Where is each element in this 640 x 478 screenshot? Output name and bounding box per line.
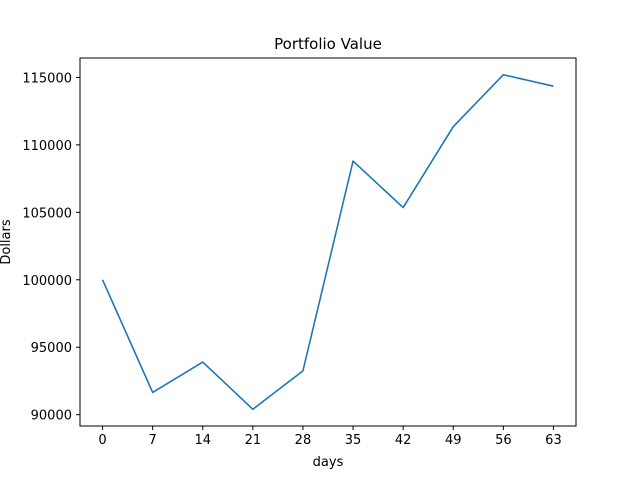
y-tick-label: 115000: [22, 71, 72, 86]
y-tick-label: 105000: [22, 206, 72, 221]
x-tick-label: 28: [295, 433, 312, 448]
y-axis: 90000 95000 100000 105000 110000 115000: [22, 71, 80, 424]
y-tick-label: 100000: [22, 274, 72, 289]
series-line-0: [101, 73, 554, 411]
chart-title: Portfolio Value: [274, 35, 382, 53]
x-axis: 0 7 14 21 28 35 42 49 56 63: [98, 426, 562, 448]
y-tick-label: 110000: [22, 139, 72, 154]
x-tick-label: 0: [98, 433, 106, 448]
plot-area-frame: [79, 57, 577, 427]
x-tick-label: 35: [345, 433, 362, 448]
x-tick-label: 42: [395, 433, 412, 448]
x-tick-label: 56: [495, 433, 512, 448]
x-tick-label: 21: [245, 433, 262, 448]
x-tick-label: 7: [149, 433, 157, 448]
y-axis-label: Dollars: [0, 219, 14, 264]
x-tick-label: 14: [194, 433, 211, 448]
x-tick-label: 63: [545, 433, 562, 448]
y-tick-label: 95000: [31, 341, 72, 356]
x-tick-label: 49: [445, 433, 462, 448]
y-tick-label: 90000: [31, 409, 72, 424]
series-layer: [101, 73, 554, 411]
x-axis-label: days: [313, 455, 344, 470]
